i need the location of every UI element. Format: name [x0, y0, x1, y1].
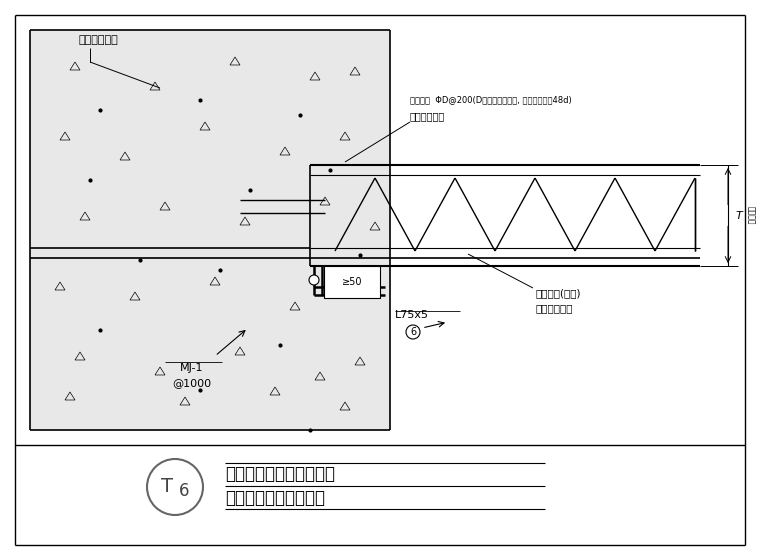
Text: 6: 6 — [179, 482, 189, 500]
Text: 详结构施工图: 详结构施工图 — [535, 303, 572, 313]
Text: 6: 6 — [410, 327, 416, 337]
Text: 钢筋桁架垂直于剪力墙: 钢筋桁架垂直于剪力墙 — [225, 489, 325, 507]
Text: 拉锚钢筋  ΦD@200(D用钢筋桁架上弦, 外伸长度满足48d): 拉锚钢筋 ΦD@200(D用钢筋桁架上弦, 外伸长度满足48d) — [410, 96, 572, 105]
Polygon shape — [324, 266, 380, 298]
Circle shape — [309, 275, 319, 285]
Text: T: T — [161, 478, 173, 497]
Text: 核心筒剪力墙: 核心筒剪力墙 — [78, 35, 118, 45]
Text: 详结构施工图: 详结构施工图 — [410, 111, 445, 121]
Text: T: T — [736, 211, 743, 221]
Polygon shape — [30, 30, 390, 430]
Text: L75x5: L75x5 — [395, 310, 429, 320]
Text: ≥50: ≥50 — [342, 277, 363, 287]
Text: MJ-1: MJ-1 — [180, 363, 204, 373]
Text: 拉锚钢筋(如需): 拉锚钢筋(如需) — [535, 288, 581, 298]
Text: @1000: @1000 — [173, 378, 211, 388]
Text: 楼承板与剪力墙连接节点: 楼承板与剪力墙连接节点 — [225, 465, 335, 483]
Text: 楼板厚度: 楼板厚度 — [746, 206, 755, 225]
